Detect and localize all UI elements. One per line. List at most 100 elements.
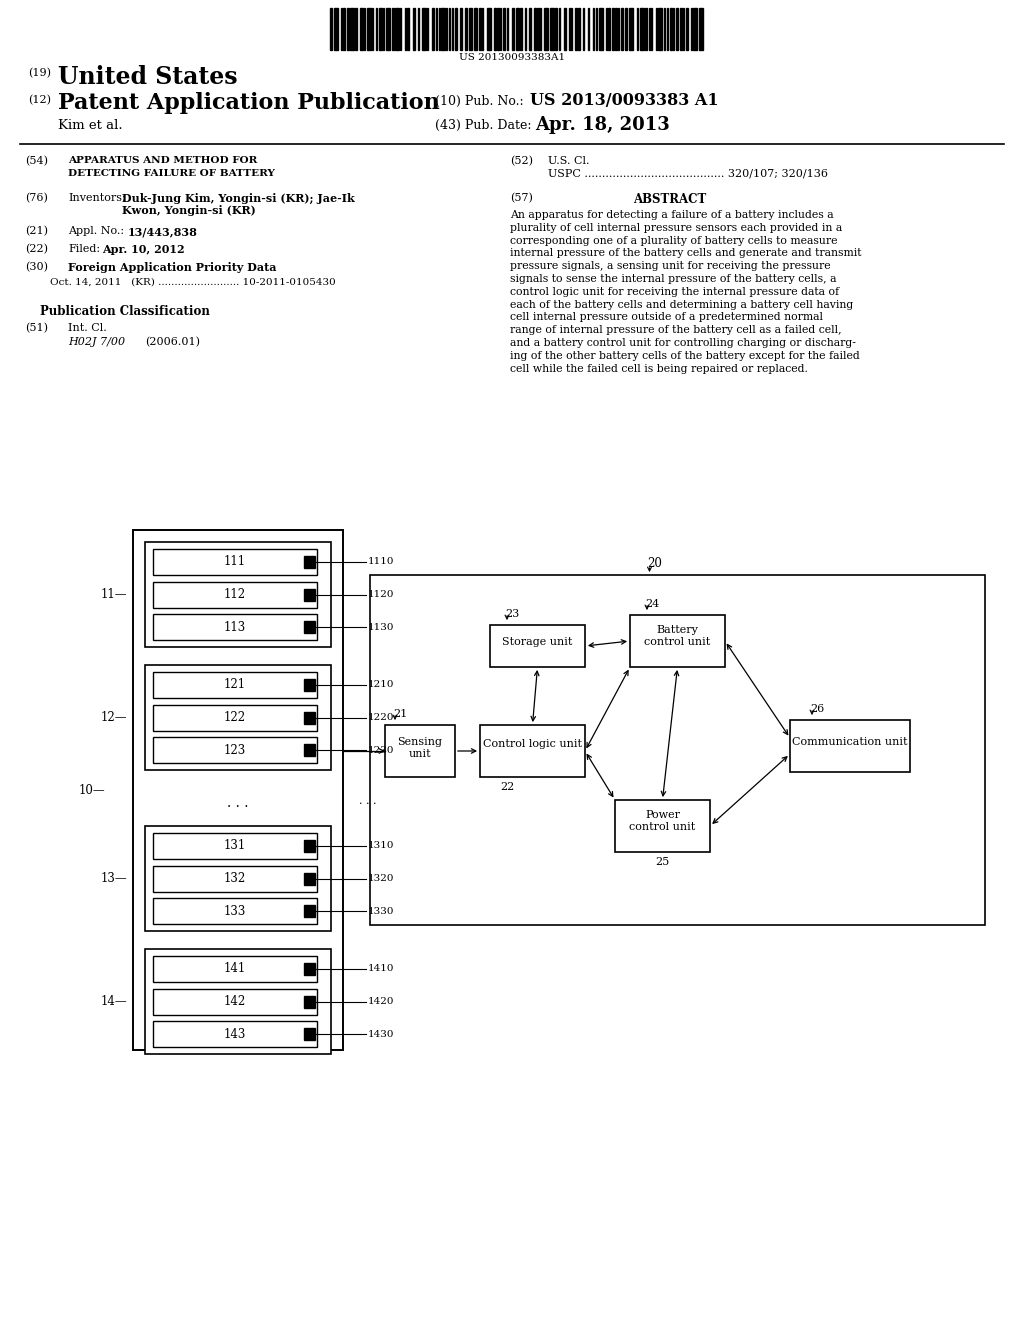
Bar: [304, 1028, 315, 1040]
Text: Duk-Jung Kim, Yongin-si (KR); Jae-Ik: Duk-Jung Kim, Yongin-si (KR); Jae-Ik: [122, 193, 354, 205]
Text: unit: unit: [409, 748, 431, 759]
Bar: [555, 8, 557, 50]
Text: cell while the failed cell is being repaired or replaced.: cell while the failed cell is being repa…: [510, 363, 808, 374]
Text: 142: 142: [224, 995, 246, 1008]
Bar: [304, 906, 315, 917]
Text: 1120: 1120: [368, 590, 394, 599]
Bar: [334, 8, 338, 50]
Bar: [494, 8, 496, 50]
Bar: [516, 8, 519, 50]
Bar: [479, 8, 481, 50]
Bar: [304, 711, 315, 723]
Bar: [413, 8, 415, 50]
Bar: [304, 962, 315, 974]
Bar: [304, 589, 315, 601]
Bar: [512, 8, 514, 50]
Text: control unit: control unit: [644, 638, 711, 647]
Bar: [407, 8, 409, 50]
Text: Apr. 10, 2012: Apr. 10, 2012: [102, 244, 184, 255]
Text: 1310: 1310: [368, 841, 394, 850]
Text: 143: 143: [224, 1028, 246, 1040]
Bar: [670, 8, 672, 50]
Text: 10—: 10—: [79, 784, 105, 796]
Bar: [564, 8, 566, 50]
Text: 25: 25: [655, 857, 670, 867]
Text: each of the battery cells and determining a battery cell having: each of the battery cells and determinin…: [510, 300, 853, 310]
Bar: [474, 8, 477, 50]
Text: 1110: 1110: [368, 557, 394, 566]
Text: 1420: 1420: [368, 997, 394, 1006]
Bar: [658, 8, 662, 50]
Text: 141: 141: [224, 962, 246, 975]
Text: 1220: 1220: [368, 713, 394, 722]
Text: Storage unit: Storage unit: [503, 638, 572, 647]
Text: pressure signals, a sensing unit for receiving the pressure: pressure signals, a sensing unit for rec…: [510, 261, 830, 271]
Text: 131: 131: [224, 840, 246, 853]
Bar: [153, 672, 317, 698]
Text: control unit: control unit: [630, 822, 695, 832]
Bar: [360, 8, 362, 50]
Bar: [699, 8, 703, 50]
Text: Apr. 18, 2013: Apr. 18, 2013: [535, 116, 670, 135]
Bar: [145, 826, 331, 931]
Bar: [578, 8, 580, 50]
Bar: [153, 989, 317, 1015]
Bar: [432, 8, 434, 50]
Bar: [145, 665, 331, 770]
Bar: [790, 719, 910, 772]
Text: Kwon, Yongin-si (KR): Kwon, Yongin-si (KR): [122, 205, 256, 216]
Text: Appl. No.:: Appl. No.:: [68, 226, 124, 236]
Text: plurality of cell internal pressure sensors each provided in a: plurality of cell internal pressure sens…: [510, 223, 843, 232]
Text: corresponding one of a plurality of battery cells to measure: corresponding one of a plurality of batt…: [510, 235, 838, 246]
Text: US 2013/0093383 A1: US 2013/0093383 A1: [530, 92, 719, 110]
Text: 113: 113: [224, 620, 246, 634]
Bar: [612, 8, 614, 50]
Bar: [520, 8, 522, 50]
Text: APPARATUS AND METHOD FOR: APPARATUS AND METHOD FOR: [68, 156, 257, 165]
Bar: [599, 8, 603, 50]
Text: 123: 123: [224, 743, 246, 756]
Bar: [386, 8, 390, 50]
Text: 21: 21: [393, 709, 408, 719]
Text: 111: 111: [224, 556, 246, 568]
Bar: [153, 1022, 317, 1047]
Bar: [629, 8, 633, 50]
Text: Kim et al.: Kim et al.: [58, 119, 123, 132]
Bar: [153, 582, 317, 607]
Text: (21): (21): [25, 226, 48, 236]
Bar: [153, 956, 317, 982]
Text: An apparatus for detecting a failure of a battery includes a: An apparatus for detecting a failure of …: [510, 210, 834, 220]
Text: (43) Pub. Date:: (43) Pub. Date:: [435, 119, 531, 132]
Text: 26: 26: [810, 704, 824, 714]
Text: 24: 24: [645, 599, 659, 609]
Bar: [686, 8, 688, 50]
Bar: [503, 8, 505, 50]
Bar: [529, 8, 531, 50]
Text: internal pressure of the battery cells and generate and transmit: internal pressure of the battery cells a…: [510, 248, 861, 259]
Bar: [133, 531, 343, 1049]
Text: 1130: 1130: [368, 623, 394, 632]
Bar: [367, 8, 371, 50]
Text: (52): (52): [510, 156, 534, 166]
Bar: [304, 873, 315, 884]
Text: 1430: 1430: [368, 1030, 394, 1039]
Bar: [630, 615, 725, 667]
Text: Int. Cl.: Int. Cl.: [68, 323, 106, 333]
Bar: [441, 8, 445, 50]
Text: (10) Pub. No.:: (10) Pub. No.:: [435, 95, 523, 108]
Bar: [621, 8, 623, 50]
Bar: [304, 622, 315, 634]
Text: 1230: 1230: [368, 746, 394, 755]
Text: Communication unit: Communication unit: [793, 737, 907, 747]
Text: H02J 7/00: H02J 7/00: [68, 337, 125, 347]
Bar: [422, 8, 426, 50]
Text: 13—: 13—: [100, 873, 127, 884]
Text: and a battery control unit for controlling charging or discharg-: and a battery control unit for controlli…: [510, 338, 856, 348]
Text: United States: United States: [58, 65, 238, 88]
Text: (51): (51): [25, 323, 48, 334]
Bar: [487, 8, 490, 50]
Bar: [145, 543, 331, 647]
Text: ABSTRACT: ABSTRACT: [634, 193, 707, 206]
Bar: [350, 8, 354, 50]
Bar: [625, 8, 627, 50]
